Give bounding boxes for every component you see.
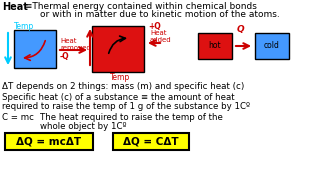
Text: hot: hot [209,42,221,51]
Text: added: added [150,37,172,43]
Text: required to raise the temp of 1 g of the substance by 1Cº: required to raise the temp of 1 g of the… [2,102,250,111]
Text: ≡Thermal energy contained within chemical bonds: ≡Thermal energy contained within chemica… [22,2,257,11]
Text: Temp: Temp [14,22,34,31]
Text: ΔQ = CΔT: ΔQ = CΔT [123,136,179,147]
Text: -Q: -Q [60,52,70,61]
Text: Q: Q [236,25,244,34]
Text: The heat required to raise the temp of the: The heat required to raise the temp of t… [40,113,223,122]
Text: ΔT depends on 2 things: mass (m) and specific heat (c): ΔT depends on 2 things: mass (m) and spe… [2,82,244,91]
Text: Specific heat (c) of a substance ≡ the amount of heat: Specific heat (c) of a substance ≡ the a… [2,93,235,102]
Text: ΔQ = mcΔT: ΔQ = mcΔT [16,136,82,147]
Text: or with in matter due to kinetic motion of the atoms.: or with in matter due to kinetic motion … [40,10,280,19]
FancyBboxPatch shape [5,133,93,150]
Bar [92,26,144,72]
Text: whole object by 1Cº: whole object by 1Cº [40,122,126,131]
Bar [14,30,56,68]
FancyBboxPatch shape [113,133,189,150]
Text: Heat: Heat [60,38,76,44]
Text: C = mc: C = mc [2,113,34,122]
Text: cold: cold [264,42,280,51]
Text: Heat: Heat [150,30,166,36]
Text: +Q: +Q [148,22,161,31]
Bar [255,33,289,59]
Text: Heat: Heat [2,2,28,12]
Text: Temp: Temp [110,73,130,82]
Text: removed: removed [60,45,91,51]
Bar [198,33,232,59]
